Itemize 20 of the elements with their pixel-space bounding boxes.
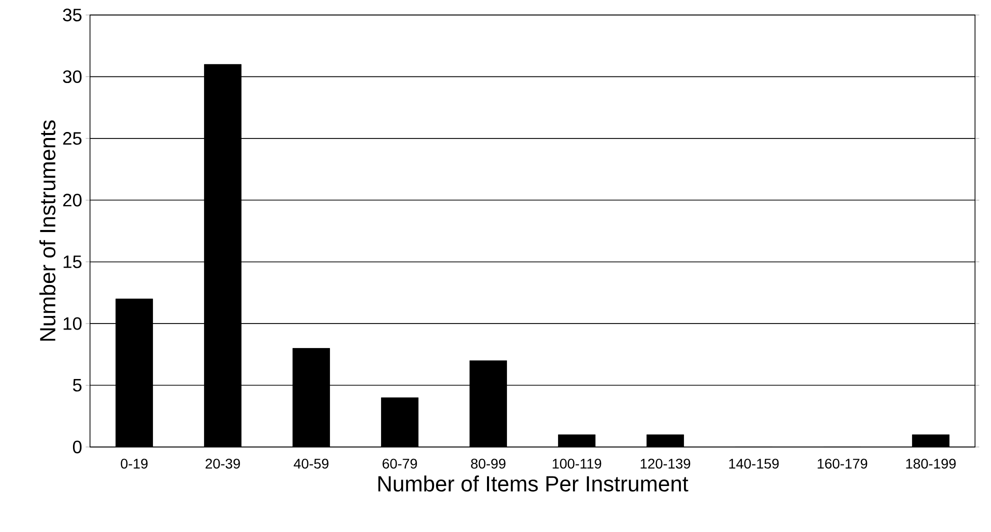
y-tick-label: 35 — [62, 8, 82, 22]
x-tick-label: 0-19 — [120, 458, 148, 469]
x-tick-label: 80-99 — [471, 458, 506, 469]
y-tick-label: 0 — [72, 440, 82, 454]
y-tick-label: 20 — [63, 194, 82, 206]
y-tick-label: 30 — [62, 70, 82, 84]
x-tick-label: 120-139 — [640, 458, 690, 469]
x-axis-title: Number of Items Per Instrument — [378, 475, 688, 492]
y-tick-label: 10 — [64, 317, 82, 330]
x-tick-label: 60-79 — [382, 458, 417, 469]
y-tick-label: 25 — [63, 132, 82, 145]
y-tick-label: 15 — [64, 256, 82, 268]
x-tick-label: 20-39 — [206, 458, 240, 469]
x-tick-label: 40-59 — [294, 458, 328, 469]
y-axis-title: Number of Instruments — [39, 120, 56, 341]
x-tick-label: 100-119 — [552, 458, 602, 469]
x-tick-label: 160-179 — [818, 458, 868, 469]
x-tick-label: 140-159 — [729, 458, 779, 469]
x-tick-label: 180-199 — [906, 458, 956, 469]
y-tick-label: 5 — [72, 379, 82, 392]
